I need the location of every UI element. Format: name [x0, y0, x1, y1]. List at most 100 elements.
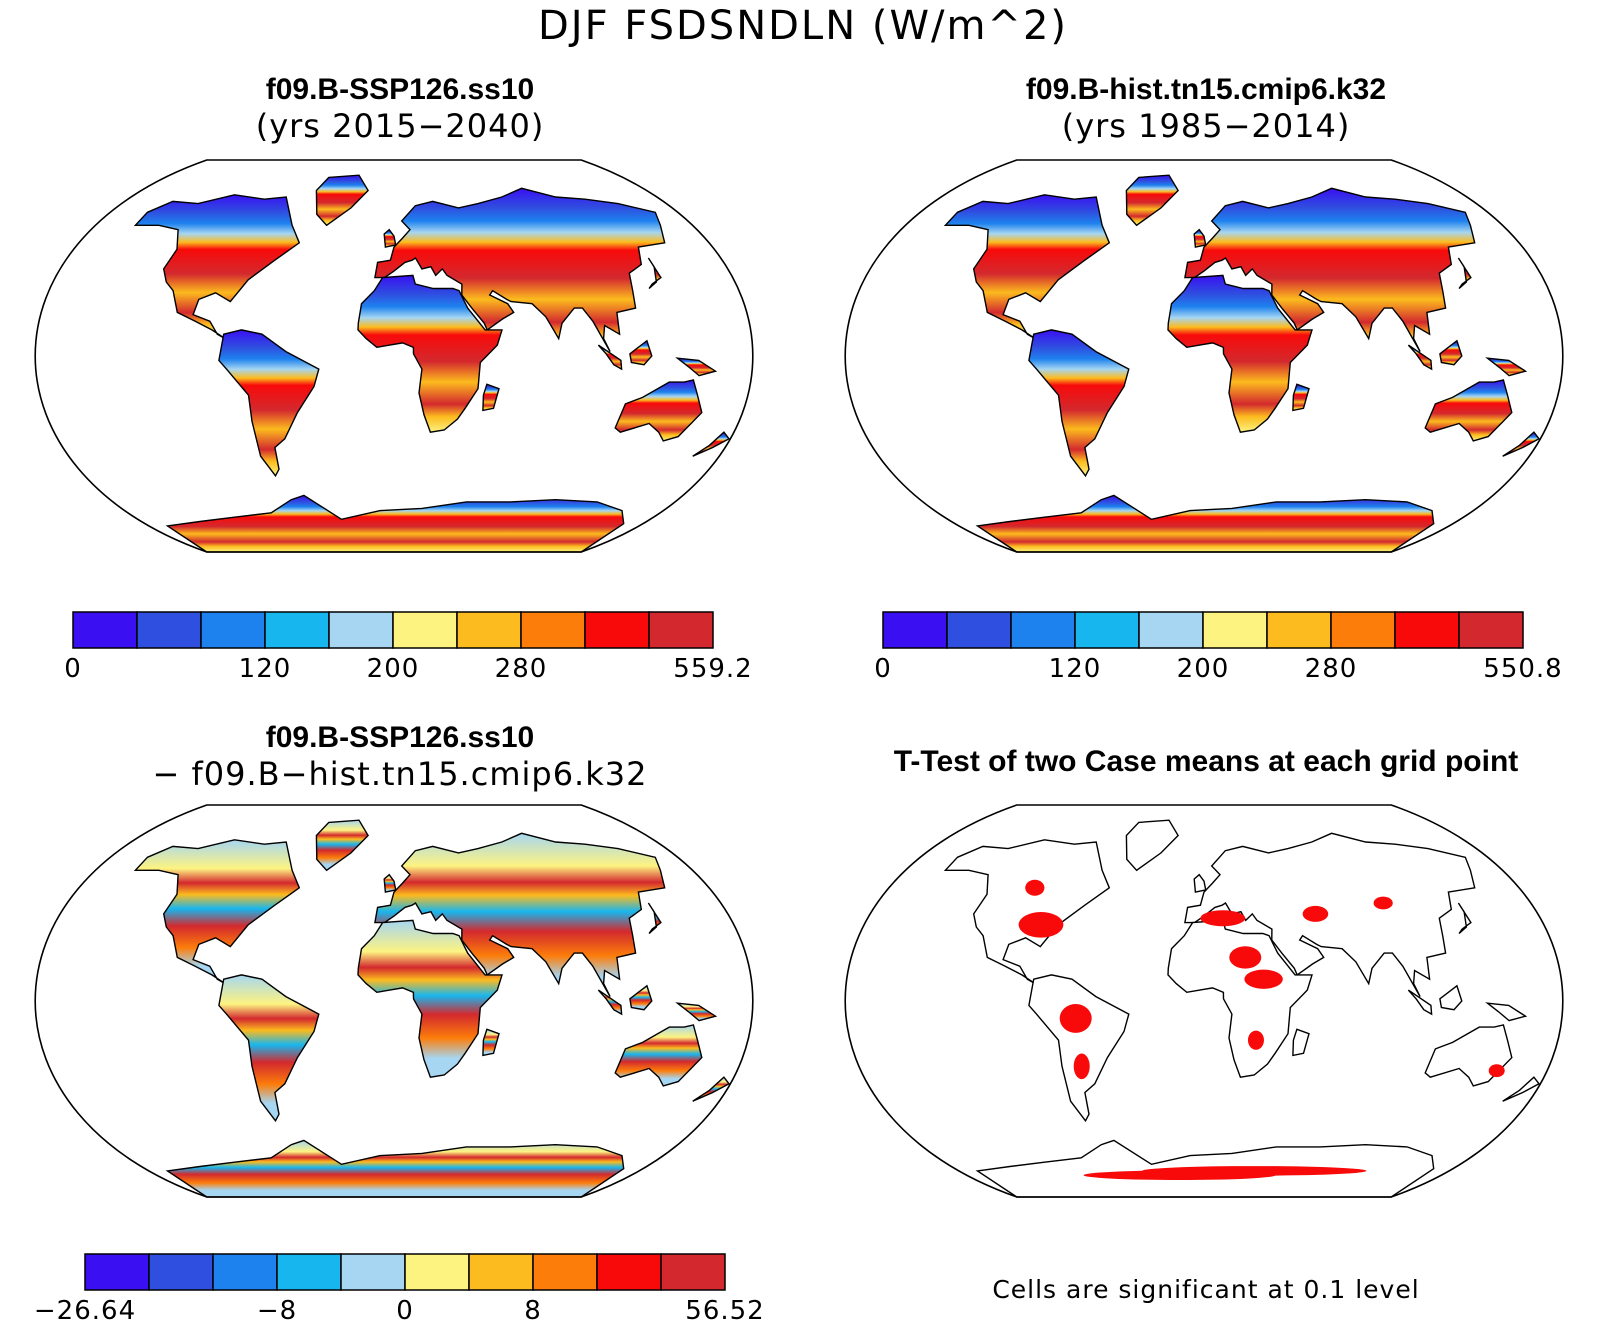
- significant-region: [1373, 896, 1393, 910]
- figure-title: DJF FSDSNDLN (W/m^2): [537, 3, 1069, 49]
- landmass-indonesia1: [1407, 989, 1433, 1016]
- colorbar-swatch: [946, 611, 1012, 649]
- map-frame: [34, 804, 754, 1198]
- map-frame: [844, 159, 1564, 553]
- landmass-antarctica: [165, 494, 625, 553]
- landmass-africa: [357, 919, 503, 1078]
- landmass-madagascar: [482, 1028, 500, 1057]
- colorbar-tick-label: 56.52: [685, 1296, 765, 1326]
- landmass-eurasia: [374, 187, 666, 352]
- colorbar-swatch: [648, 611, 714, 649]
- landmass-japan: [647, 902, 662, 935]
- landmass-namerica: [133, 839, 301, 985]
- colorbar-swatch: [212, 1253, 278, 1291]
- colorbar-tick-label: 0: [64, 654, 82, 684]
- map-frame: [34, 159, 754, 553]
- map-frame: [844, 804, 1564, 1198]
- landmass-samerica: [1028, 329, 1130, 478]
- colorbar-swatch: [468, 1253, 534, 1291]
- landmass-samerica: [1028, 974, 1130, 1123]
- colorbar-swatch: [276, 1253, 342, 1291]
- landmass-newguinea: [1485, 1002, 1528, 1022]
- landmass-eurasia: [374, 832, 666, 997]
- landmass-indonesia1: [1407, 344, 1433, 371]
- landmass-greenland: [1125, 174, 1179, 227]
- colorbar-swatch: [532, 1253, 598, 1291]
- panel-1-title: f09.B-SSP126.ss10: [265, 73, 535, 106]
- colorbar-swatch: [596, 1253, 662, 1291]
- colorbar-tick-label: 559.2: [673, 654, 753, 684]
- colorbar-swatch: [882, 611, 948, 649]
- colorbar-tick-label: −26.64: [33, 1296, 137, 1326]
- significant-region: [1142, 1166, 1367, 1176]
- panel-1-subtitle: (yrs 2015−2040): [255, 107, 545, 145]
- colorbar-swatch: [200, 611, 266, 649]
- landmass-australia: [614, 379, 703, 442]
- landmass-madagascar: [1292, 383, 1310, 412]
- colorbar-tick-label: 120: [238, 654, 292, 684]
- landmass-indonesia1: [597, 344, 623, 371]
- colorbar-swatch: [1394, 611, 1460, 649]
- landmass-antarctica: [165, 1139, 625, 1198]
- landmass-samerica: [218, 974, 320, 1123]
- colorbar-tick-label: 280: [494, 654, 548, 684]
- panel-3-subtitle: − f09.B−hist.tn15.cmip6.k32: [152, 755, 648, 793]
- landmass-indonesia1: [597, 989, 623, 1016]
- landmass-japan: [647, 257, 662, 290]
- landmass-indonesia2: [629, 984, 653, 1011]
- landmass-greenland: [315, 819, 369, 872]
- landmass-nz: [692, 431, 731, 457]
- map-panel-ttest: [844, 804, 1564, 1198]
- colorbar-swatch: [392, 611, 458, 649]
- landmass-australia: [1424, 379, 1513, 442]
- colorbar-swatch: [148, 1253, 214, 1291]
- colorbar-tick-label: −8: [256, 1296, 298, 1326]
- panel-2-subtitle: (yrs 1985−2014): [1061, 107, 1351, 145]
- panel-4-header: T-Test of two Case means at each grid po…: [806, 744, 1606, 780]
- significant-region: [1018, 911, 1064, 938]
- colorbar-case2: 0 120 200 280 550.8: [874, 611, 1562, 684]
- landmass-samerica: [218, 329, 320, 478]
- landmass-namerica: [943, 839, 1111, 985]
- colorbar-swatch: [520, 611, 586, 649]
- significance-footnote: Cells are significant at 0.1 level: [992, 1275, 1420, 1304]
- landmass-uk: [383, 228, 397, 248]
- landmass-indonesia2: [1439, 339, 1463, 366]
- significant-region: [1488, 1064, 1505, 1078]
- significant-region: [1200, 910, 1246, 927]
- colorbar-swatch: [136, 611, 202, 649]
- colorbar-swatch: [1010, 611, 1076, 649]
- colorbar-swatch: [1458, 611, 1524, 649]
- landmass-nz: [1502, 1076, 1541, 1102]
- significant-region: [1302, 905, 1329, 922]
- landmass-antarctica: [975, 494, 1435, 553]
- landmass-japan: [1457, 902, 1472, 935]
- colorbar-difference: −26.64 −8 0 8 56.52: [34, 1253, 764, 1326]
- significant-region: [1059, 1004, 1092, 1033]
- landmass-uk: [383, 873, 397, 893]
- colorbar-swatch: [660, 1253, 726, 1291]
- colorbar-tick-label: 200: [366, 654, 420, 684]
- colorbar-tick-label: 0: [396, 1296, 414, 1326]
- colorbar-swatch: [584, 611, 650, 649]
- landmass-newguinea: [675, 357, 718, 377]
- landmass-namerica: [943, 194, 1111, 340]
- colorbar-swatch: [1202, 611, 1268, 649]
- map-panel-case1: [34, 159, 754, 553]
- landmass-uk: [1193, 873, 1207, 893]
- landmass-greenland: [315, 174, 369, 227]
- panel-3-header: f09.B-SSP126.ss10 − f09.B−hist.tn15.cmip…: [0, 720, 800, 792]
- landmass-indonesia2: [629, 339, 653, 366]
- landmass-eurasia: [1184, 187, 1476, 352]
- landmass-namerica: [133, 194, 301, 340]
- colorbar-swatch: [1330, 611, 1396, 649]
- panel-2-title: f09.B-hist.tn15.cmip6.k32: [1025, 73, 1387, 106]
- landmass-nz: [692, 1076, 731, 1102]
- landmass-nz: [1502, 431, 1541, 457]
- landmass-newguinea: [675, 1002, 718, 1022]
- colorbar-swatch: [72, 611, 138, 649]
- panel-3-title: f09.B-SSP126.ss10: [265, 721, 535, 754]
- landmass-eurasia: [1184, 832, 1476, 997]
- landmass-greenland: [1125, 819, 1179, 872]
- landmass-indonesia2: [1439, 984, 1463, 1011]
